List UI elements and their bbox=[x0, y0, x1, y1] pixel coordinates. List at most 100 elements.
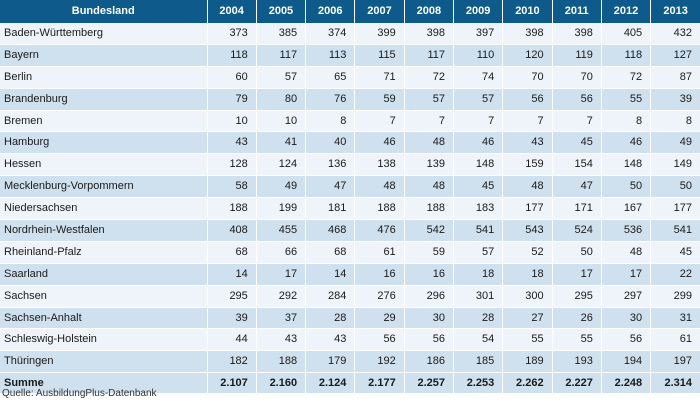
table-cell: 26 bbox=[552, 307, 602, 330]
table-cell: 56 bbox=[404, 328, 454, 352]
table-cell: 57 bbox=[453, 88, 504, 111]
table-cell: 47 bbox=[305, 175, 356, 199]
table-cell: 54 bbox=[453, 328, 504, 352]
table-row: Bremen 10 10 8 7 7 7 7 7 8 8 bbox=[0, 110, 700, 133]
table-cell: 43 bbox=[256, 328, 307, 352]
table-cell: 16 bbox=[404, 263, 454, 286]
total-cell: 2.257 bbox=[404, 372, 454, 394]
table-cell: 373 bbox=[207, 23, 257, 45]
table-cell: 56 bbox=[601, 328, 652, 352]
row-label: Hamburg bbox=[0, 131, 208, 155]
table-cell: 72 bbox=[404, 66, 454, 89]
table-cell: 46 bbox=[453, 131, 504, 155]
total-row: Summe 2.107 2.160 2.124 2.177 2.257 2.253 2.26… bbox=[0, 372, 700, 394]
table-cell: 55 bbox=[552, 328, 602, 352]
table-cell: 113 bbox=[305, 44, 356, 67]
table-cell: 197 bbox=[650, 350, 700, 374]
row-label: Hessen bbox=[0, 153, 208, 177]
table-cell: 56 bbox=[552, 88, 602, 111]
total-cell: 2.253 bbox=[453, 372, 504, 394]
table-cell: 117 bbox=[256, 44, 307, 67]
table-cell: 47 bbox=[552, 175, 602, 199]
table-cell: 276 bbox=[354, 285, 405, 308]
table-row: Baden-Württemberg 373 385 374 399 398 397 398 39… bbox=[0, 23, 700, 45]
table-cell: 199 bbox=[256, 197, 307, 221]
table-cell: 136 bbox=[305, 153, 356, 177]
table-cell: 177 bbox=[502, 197, 553, 221]
table-row: Hamburg 43 41 40 46 48 46 43 45 46 49 bbox=[0, 131, 700, 155]
table-cell: 295 bbox=[552, 285, 602, 308]
table-row: Rheinland-Pfalz 68 66 68 61 59 57 52 50 48 45 bbox=[0, 241, 700, 264]
table-cell: 55 bbox=[601, 88, 652, 111]
table-cell: 70 bbox=[552, 66, 602, 89]
table-cell: 295 bbox=[207, 285, 257, 308]
table-cell: 70 bbox=[502, 66, 553, 89]
table-row: Berlin 60 57 65 71 72 74 70 70 72 87 bbox=[0, 66, 700, 89]
table-cell: 284 bbox=[305, 285, 356, 308]
row-label: Sachsen bbox=[0, 285, 208, 308]
table-cell: 50 bbox=[601, 175, 652, 199]
table-cell: 398 bbox=[552, 23, 602, 45]
table-cell: 194 bbox=[601, 350, 652, 374]
header-cell-year: 2013 bbox=[650, 0, 700, 23]
table-cell: 18 bbox=[502, 263, 553, 286]
total-cell: 2.227 bbox=[552, 372, 602, 394]
table-footer: Summe 2.107 2.160 2.124 2.177 2.257 2.253 2.26… bbox=[0, 372, 700, 394]
row-label: Thüringen bbox=[0, 350, 208, 374]
table-cell: 29 bbox=[354, 307, 405, 330]
table-cell: 188 bbox=[404, 197, 454, 221]
row-label: Saarland bbox=[0, 263, 208, 286]
table-cell: 149 bbox=[650, 153, 700, 177]
table-cell: 57 bbox=[404, 88, 454, 111]
table-cell: 120 bbox=[502, 44, 553, 67]
table-cell: 292 bbox=[256, 285, 307, 308]
table-row: Nordrhein-Westfalen 408 455 468 476 542 541 543… bbox=[0, 219, 700, 242]
table-cell: 7 bbox=[453, 110, 504, 133]
table-cell: 72 bbox=[601, 66, 652, 89]
table-cell: 297 bbox=[601, 285, 652, 308]
table-cell: 56 bbox=[502, 88, 553, 111]
table-cell: 536 bbox=[601, 219, 652, 242]
table-cell: 46 bbox=[601, 131, 652, 155]
table-row: Thüringen 182 188 179 192 186 185 189 193 194 197 bbox=[0, 350, 700, 374]
row-label: Bremen bbox=[0, 110, 208, 133]
table-cell: 59 bbox=[354, 88, 405, 111]
table-cell: 405 bbox=[601, 23, 652, 45]
table-cell: 455 bbox=[256, 219, 307, 242]
table-cell: 39 bbox=[207, 307, 257, 330]
table-cell: 398 bbox=[404, 23, 454, 45]
table-cell: 17 bbox=[552, 263, 602, 286]
table-cell: 7 bbox=[552, 110, 602, 133]
source-note: Quelle: AusbildungPlus-Datenbank bbox=[2, 388, 157, 399]
table-cell: 542 bbox=[404, 219, 454, 242]
table-cell: 45 bbox=[453, 175, 504, 199]
header-cell-year: 2007 bbox=[354, 0, 405, 23]
row-label: Nordrhein-Westfalen bbox=[0, 219, 208, 242]
table-cell: 8 bbox=[305, 110, 356, 133]
table-row: Schleswig-Holstein 44 43 43 56 56 54 55 55 56 61 bbox=[0, 328, 700, 352]
header-cell-year: 2010 bbox=[502, 0, 553, 23]
header-row: Bundesland 2004 2005 2006 2007 2008 2009 2010 2… bbox=[0, 0, 700, 23]
table-cell: 8 bbox=[601, 110, 652, 133]
table-cell: 128 bbox=[207, 153, 257, 177]
table-row: Hessen 128 124 136 138 139 148 159 154 148 149 bbox=[0, 153, 700, 177]
table-cell: 43 bbox=[207, 131, 257, 155]
table-cell: 50 bbox=[552, 241, 602, 264]
table-cell: 171 bbox=[552, 197, 602, 221]
table-cell: 45 bbox=[650, 241, 700, 264]
table-cell: 399 bbox=[354, 23, 405, 45]
table-row: Mecklenburg-Vorpommern 58 49 47 48 48 45 48 47 50… bbox=[0, 175, 700, 199]
header-cell-bundesland: Bundesland bbox=[0, 0, 208, 23]
table-cell: 48 bbox=[502, 175, 553, 199]
table-cell: 48 bbox=[404, 175, 454, 199]
table-cell: 179 bbox=[305, 350, 356, 374]
table-cell: 183 bbox=[453, 197, 504, 221]
table-cell: 76 bbox=[305, 88, 356, 111]
table-cell: 117 bbox=[404, 44, 454, 67]
table-cell: 118 bbox=[601, 44, 652, 67]
table-cell: 398 bbox=[502, 23, 553, 45]
table-cell: 49 bbox=[650, 131, 700, 155]
table-cell: 14 bbox=[305, 263, 356, 286]
table-cell: 468 bbox=[305, 219, 356, 242]
